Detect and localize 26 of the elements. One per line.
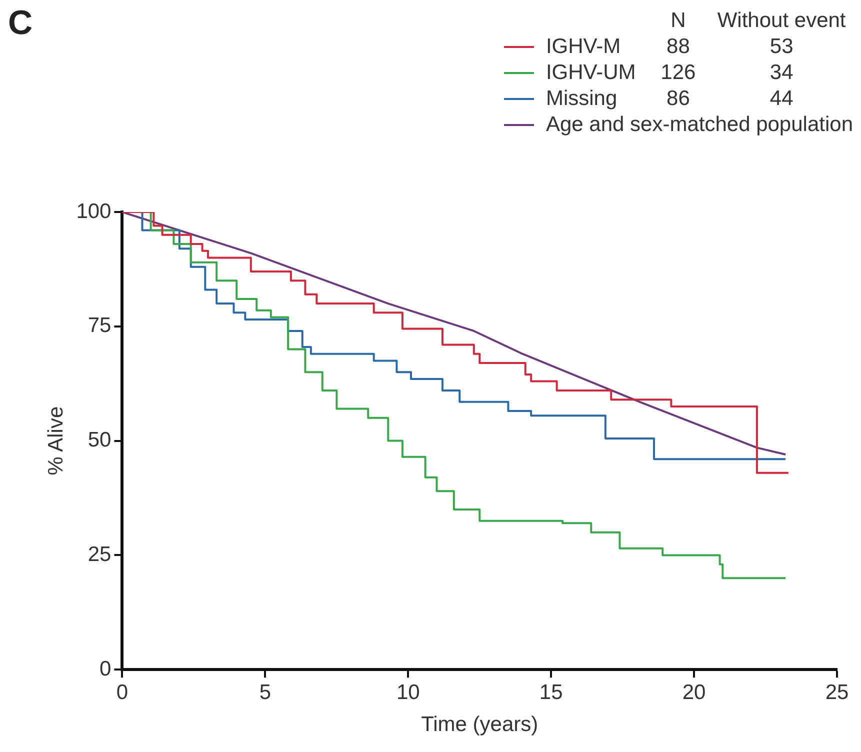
x-tick-label: 15: [539, 680, 563, 704]
legend-label: Age and sex-matched population: [544, 112, 854, 138]
text: Without event: [716, 8, 847, 34]
y-tick-label: 50: [88, 428, 112, 452]
text: 44: [768, 86, 794, 112]
text: 34: [768, 60, 794, 86]
text: 126: [660, 60, 697, 86]
x-tick-label: 10: [396, 680, 420, 704]
y-tick-label: 0: [100, 657, 112, 680]
text: 88: [666, 34, 691, 60]
x-axis-title: Time (years): [421, 713, 538, 736]
text: 53: [768, 34, 794, 60]
legend-label: IGHV-UM: [544, 60, 637, 86]
y-tick-label: 100: [76, 200, 112, 223]
text: N: [670, 8, 687, 34]
y-axis-title: % Alive: [44, 406, 68, 476]
x-tick-label: 5: [259, 680, 272, 704]
legend-label: IGHV-M: [544, 34, 622, 60]
text: 86: [666, 86, 691, 112]
y-tick-label: 25: [88, 542, 112, 566]
y-tick-label: 75: [88, 314, 112, 338]
x-tick-label: 0: [116, 680, 128, 704]
legend-label: Missing: [544, 86, 618, 112]
x-tick-label: 25: [825, 680, 849, 704]
text: C: [8, 4, 33, 43]
x-tick-label: 20: [682, 680, 706, 704]
